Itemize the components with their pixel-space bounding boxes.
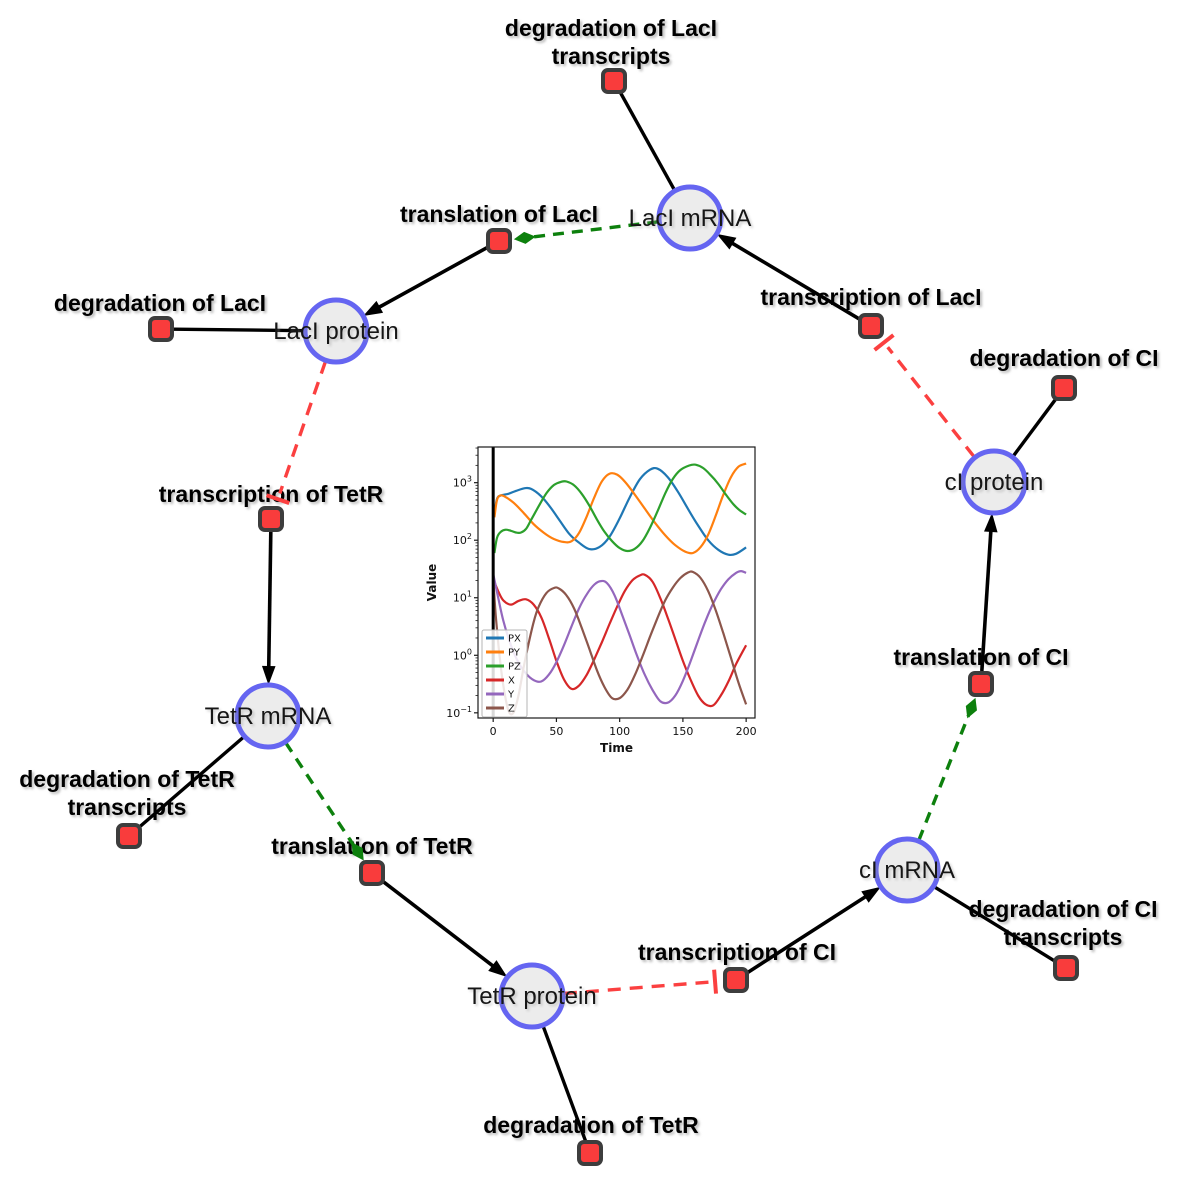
edge-tetr-protein-deg-tetr — [541, 1024, 588, 1142]
label-transl-tetr: translation of TetR — [271, 833, 473, 859]
arrowhead-icon — [261, 665, 276, 686]
reaction-node-txn-tetr[interactable] — [258, 506, 284, 532]
label-txn-ci: transcription of CI — [638, 939, 836, 965]
y-tick-label: 103 — [453, 475, 472, 490]
species-node-tetr-mrna[interactable] — [234, 682, 302, 750]
edge-txn-tetr-tetr-mrna — [261, 531, 276, 686]
edge-tetr-mrna-transl-tetr — [284, 741, 364, 861]
inset-chart: 0 50 100 150 20010310210110010−1TimeValuePXP… — [420, 436, 772, 766]
arrowhead-icon — [716, 233, 737, 250]
arrowhead-icon — [861, 886, 881, 903]
edge-ci-mrna-transl-ci — [917, 697, 977, 841]
edge-transl-laci-laci-protein — [363, 245, 489, 317]
label-ci-protein: cI protein — [945, 469, 1044, 496]
label-transl-laci: translation of LacI — [400, 201, 598, 227]
label-ci-mrna: cI mRNA — [859, 857, 955, 884]
x-tick-label: 150 — [672, 725, 693, 738]
label-deg-laci: degradation of LacI — [54, 290, 266, 316]
edge-transl-tetr-tetr-protein — [381, 879, 508, 978]
x-axis-label: Time — [600, 741, 633, 755]
reaction-node-deg-laci[interactable] — [148, 316, 174, 342]
edge-txn-ci-ci-mrna — [745, 886, 881, 975]
modifier-diamond-icon — [513, 231, 536, 244]
inhibition-tbar-icon — [712, 969, 718, 994]
species-node-ci-protein[interactable] — [960, 448, 1028, 516]
series-line-y — [492, 569, 747, 705]
legend-entry-px: PX — [508, 634, 521, 645]
reaction-node-deg-ci[interactable] — [1051, 375, 1077, 401]
edge-ci-protein-txn-laci — [873, 333, 976, 458]
x-tick-label: 50 — [549, 725, 563, 738]
edge-transl-ci-ci-protein — [980, 512, 998, 672]
edge-tetr-protein-txn-ci — [563, 969, 718, 996]
label-laci-protein: LacI protein — [273, 318, 398, 345]
label-deg-tetr-tx: degradation of TetR — [19, 766, 235, 792]
arrowhead-icon — [984, 512, 998, 533]
species-node-ci-mrna[interactable] — [873, 836, 941, 904]
y-tick-label: 102 — [453, 532, 472, 547]
legend-entry-pz: PZ — [508, 662, 521, 673]
label-txn-tetr: transcription of TetR — [159, 481, 384, 507]
axes-frame — [477, 446, 756, 719]
chart-legend: PX PY PZ XYZ — [481, 629, 528, 718]
reaction-node-deg-laci-tx[interactable] — [601, 68, 627, 94]
edge-tetr-mrna-deg-tetr-tx — [137, 734, 246, 829]
reaction-node-deg-tetr-tx[interactable] — [116, 823, 142, 849]
y-axis-label: Value — [425, 564, 439, 602]
x-tick-label: 200 — [736, 725, 757, 738]
edge-laci-protein-deg-laci — [173, 327, 306, 333]
series-line-x — [492, 573, 748, 708]
edge-txn-laci-laci-mrna — [716, 233, 861, 321]
label-tetr-mrna: TetR mRNA — [205, 703, 332, 730]
label-txn-laci: transcription of LacI — [760, 284, 981, 310]
arrowhead-icon — [363, 300, 384, 317]
legend-entry-y: Y — [507, 690, 515, 701]
series-line-pz — [493, 463, 747, 554]
label-deg-ci-tx-line2: transcripts — [1004, 924, 1123, 950]
y-tick-label: 10−1 — [446, 705, 472, 720]
x-tick-label: 0 — [490, 725, 497, 738]
x-tick-label: 100 — [609, 725, 630, 738]
legend-entry-py: PY — [508, 648, 521, 659]
edge-ci-mrna-deg-ci-tx — [932, 884, 1056, 963]
label-deg-ci: degradation of CI — [969, 345, 1158, 371]
label-deg-laci-tx: degradation of LacI — [505, 15, 717, 41]
series-line-py — [493, 462, 747, 555]
reaction-node-transl-ci[interactable] — [968, 671, 994, 697]
reaction-node-transl-laci[interactable] — [486, 228, 512, 254]
legend-entry-z: Z — [508, 704, 515, 715]
y-tick-label: 101 — [453, 590, 472, 605]
arrowhead-icon — [488, 960, 508, 978]
species-node-laci-mrna[interactable] — [656, 184, 724, 252]
reaction-node-deg-ci-tx[interactable] — [1053, 955, 1079, 981]
label-deg-ci-tx: degradation of CI — [968, 896, 1157, 922]
reaction-node-deg-tetr[interactable] — [577, 1140, 603, 1166]
reaction-node-txn-laci[interactable] — [858, 313, 884, 339]
inhibition-tbar-icon — [873, 333, 895, 352]
label-deg-tetr-tx-line2: transcripts — [68, 794, 187, 820]
modifier-diamond-icon — [965, 697, 977, 719]
species-node-laci-protein[interactable] — [302, 297, 370, 365]
y-tick-label: 100 — [453, 647, 472, 662]
modifier-diamond-icon — [351, 842, 364, 861]
chart-series — [492, 462, 748, 716]
edge-ci-protein-deg-ci — [1011, 397, 1058, 459]
edge-laci-mrna-transl-laci — [513, 220, 659, 244]
reaction-node-transl-tetr[interactable] — [359, 860, 385, 886]
legend-entry-x: X — [508, 676, 515, 687]
edge-laci-protein-txn-tetr — [265, 360, 328, 505]
species-node-tetr-protein[interactable] — [498, 962, 566, 1030]
edge-laci-mrna-deg-laci-tx — [618, 91, 677, 192]
reaction-node-txn-ci[interactable] — [723, 967, 749, 993]
label-deg-laci-tx-line2: transcripts — [552, 43, 671, 69]
label-laci-mrna: LacI mRNA — [629, 205, 752, 232]
inhibition-tbar-icon — [265, 493, 290, 505]
label-deg-tetr: degradation of TetR — [483, 1112, 699, 1138]
label-tetr-protein: TetR protein — [467, 983, 596, 1010]
